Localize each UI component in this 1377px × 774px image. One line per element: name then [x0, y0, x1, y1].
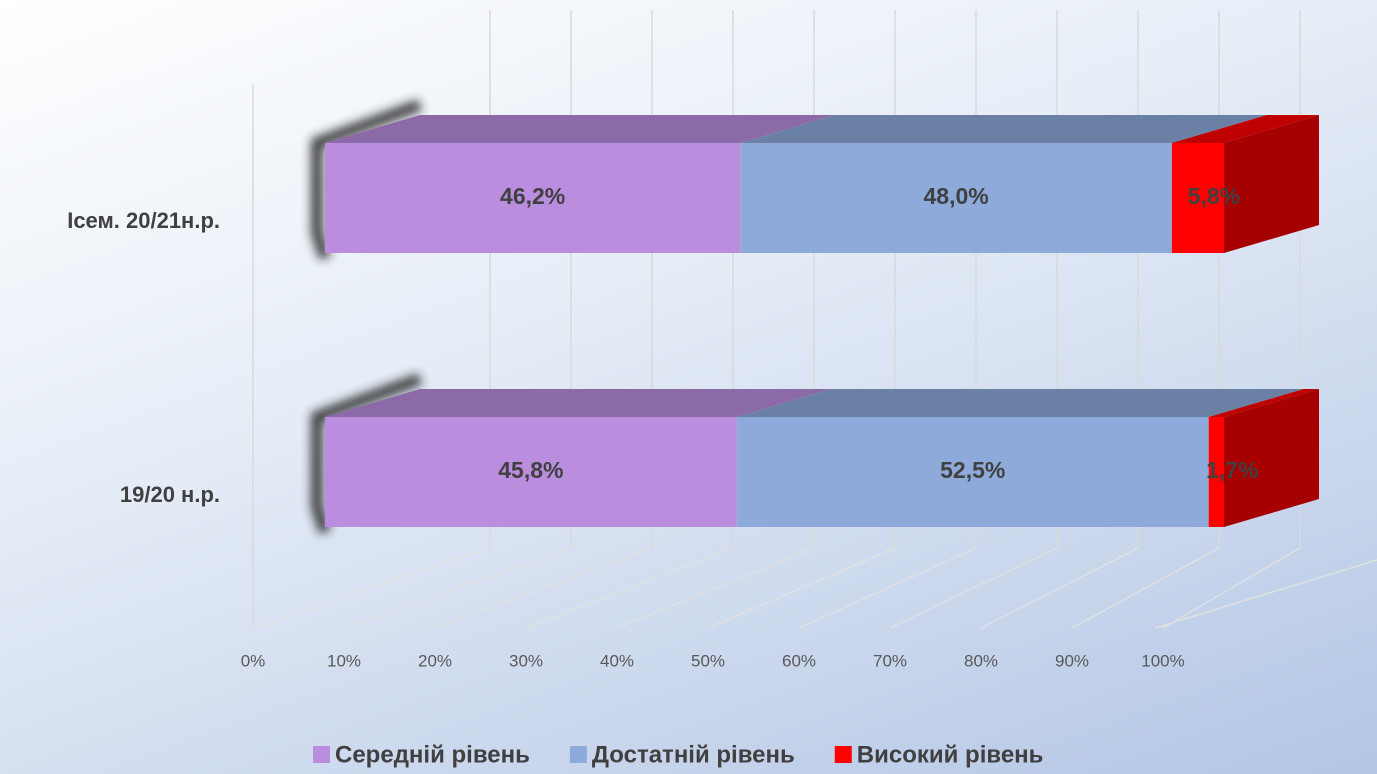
floor-line — [616, 547, 815, 629]
value-label: 5,8% — [1188, 183, 1240, 209]
category-label: Ісем. 20/21н.р. — [67, 208, 220, 233]
x-tick-label: 70% — [873, 651, 907, 670]
floor-line — [798, 547, 977, 629]
x-tick-label: 0% — [241, 651, 266, 670]
x-tick-label: 80% — [964, 651, 998, 670]
floor-line — [525, 547, 734, 629]
legend-swatch — [834, 746, 852, 763]
bar-front — [325, 143, 741, 253]
x-tick-label: 40% — [600, 651, 634, 670]
x-tick-label: 60% — [782, 651, 816, 670]
floor-line — [980, 547, 1139, 629]
bar-top — [736, 389, 1304, 417]
bar-top — [325, 389, 832, 417]
value-label: 46,2% — [500, 183, 565, 209]
x-tick-label: 20% — [418, 651, 452, 670]
legend-label: Середній рівень — [335, 741, 530, 768]
floor-line — [707, 547, 896, 629]
bar-segment — [1171, 115, 1319, 253]
legend-label: Достатній рівень — [592, 741, 795, 768]
bar-shadow — [311, 373, 423, 534]
bar-front — [736, 417, 1209, 527]
floor-line — [1071, 547, 1220, 629]
bar-front — [1171, 143, 1224, 253]
bar-segment — [325, 115, 836, 253]
x-tick-label: 90% — [1055, 651, 1089, 670]
bar-side — [1224, 115, 1319, 253]
x-tick-label: 10% — [327, 651, 361, 670]
floor-edge — [1154, 559, 1377, 629]
bar-segment — [736, 389, 1304, 527]
bar-top — [1208, 389, 1319, 417]
value-label: 48,0% — [923, 183, 988, 209]
bar-shadow — [311, 99, 423, 260]
value-label: 1,7% — [1206, 457, 1258, 483]
bar-segment — [1208, 389, 1319, 527]
legend-swatch — [313, 746, 330, 763]
value-label: 52,5% — [940, 457, 1005, 483]
bar-top — [325, 115, 836, 143]
legend-label: Високий рівень — [857, 741, 1044, 768]
floor-line — [252, 547, 491, 629]
bar-top — [1171, 115, 1319, 143]
x-tick-label: 30% — [509, 651, 543, 670]
floor-line — [889, 547, 1058, 629]
bar-segment — [325, 389, 832, 527]
category-label: 19/20 н.р. — [120, 482, 220, 507]
legend-swatch — [569, 746, 587, 763]
bar-front — [1208, 417, 1224, 527]
floor-line — [343, 547, 572, 629]
floor-line — [1162, 547, 1301, 629]
bar-top — [740, 115, 1267, 143]
floor-line — [434, 547, 653, 629]
bar-segment — [740, 115, 1267, 253]
bar-side — [1224, 389, 1319, 527]
x-tick-label: 100% — [1141, 651, 1184, 670]
x-tick-label: 50% — [691, 651, 725, 670]
bar-front — [325, 417, 737, 527]
value-label: 45,8% — [498, 457, 563, 483]
bar-front — [740, 143, 1172, 253]
